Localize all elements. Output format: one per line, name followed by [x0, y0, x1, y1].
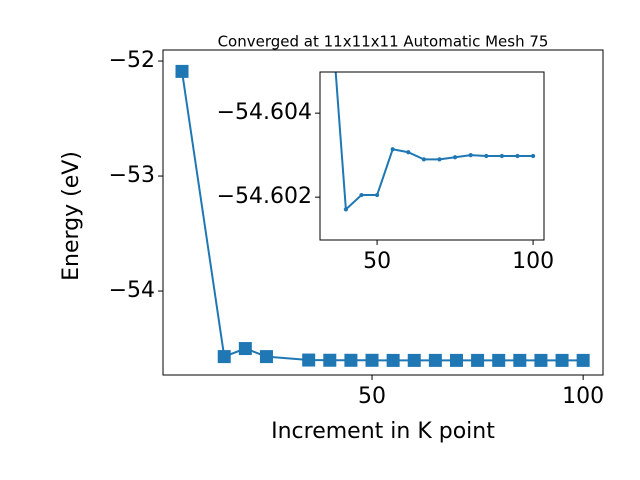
- data-marker: [344, 353, 358, 367]
- y-tick-label: −54.602: [217, 184, 312, 209]
- data-marker: [499, 153, 504, 159]
- x-tick-label: 100: [562, 384, 604, 409]
- x-axis-label: Increment in K point: [271, 419, 495, 444]
- data-marker: [359, 192, 364, 198]
- axes-frame: [319, 71, 545, 241]
- data-marker: [428, 353, 442, 367]
- data-marker: [452, 155, 458, 160]
- data-marker: [515, 153, 520, 159]
- data-marker: [259, 350, 273, 364]
- data-marker: [343, 207, 348, 212]
- data-marker: [302, 353, 316, 367]
- data-marker: [421, 157, 426, 162]
- data-marker: [513, 353, 527, 367]
- data-marker: [407, 353, 421, 367]
- data-marker: [449, 353, 463, 367]
- data-marker: [492, 353, 506, 367]
- y-axis-label: Energy (eV): [59, 151, 84, 281]
- x-tick-label: 50: [358, 384, 386, 409]
- data-marker: [437, 157, 442, 162]
- data-line: [334, 72, 534, 212]
- data-marker: [534, 353, 548, 367]
- data-marker: [471, 353, 485, 367]
- data-marker: [323, 353, 337, 367]
- data-marker: [468, 153, 473, 158]
- y-tick-label: −54: [109, 278, 155, 303]
- data-marker: [576, 353, 590, 367]
- x-tick-label: 50: [363, 249, 391, 274]
- chart-title: Converged at 11x11x11 Automatic Mesh 75: [218, 33, 549, 51]
- data-marker: [406, 150, 411, 155]
- axes-frame: [162, 49, 604, 376]
- data-marker: [328, 0, 332, 2]
- plot-content: [328, 0, 536, 212]
- data-marker: [175, 64, 189, 78]
- data-marker: [530, 153, 536, 159]
- data-marker: [238, 342, 252, 356]
- data-marker: [217, 350, 231, 364]
- data-marker: [386, 353, 400, 367]
- data-marker: [484, 153, 489, 159]
- x-tick-label: 100: [512, 249, 554, 274]
- y-tick-label: −54.604: [217, 100, 312, 125]
- data-marker: [365, 353, 379, 367]
- data-marker: [390, 147, 395, 152]
- y-tick-label: −53: [109, 163, 155, 188]
- data-marker: [374, 192, 380, 198]
- plot-content: [175, 64, 590, 367]
- y-tick-label: −52: [109, 48, 155, 73]
- data-marker: [555, 353, 569, 367]
